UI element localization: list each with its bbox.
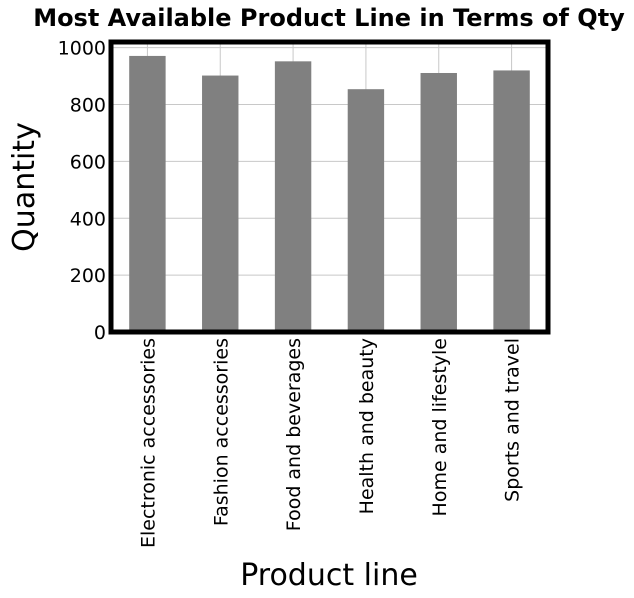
- bar: [347, 89, 385, 332]
- y-tick-label: 0: [94, 322, 106, 344]
- plot-frame: [108, 39, 551, 335]
- bar: [129, 55, 166, 333]
- x-tick-label: Fashion accessories: [210, 338, 232, 526]
- y-tick-label: 1000: [58, 38, 106, 60]
- x-axis-label: Product line: [240, 558, 418, 593]
- y-tick-label: 400: [70, 208, 106, 230]
- x-tick-label: Electronic accessories: [137, 338, 159, 548]
- y-tick-label: 800: [70, 95, 106, 117]
- bars: [129, 55, 530, 333]
- x-tick-label: Sports and travel: [502, 338, 524, 502]
- bar: [274, 61, 312, 332]
- bar: [420, 72, 457, 332]
- x-tick-label: Health and beauty: [356, 338, 378, 514]
- x-tick-label: Home and lifestyle: [429, 338, 451, 516]
- bar: [493, 70, 530, 333]
- chart-title: Most Available Product Line in Terms of …: [33, 4, 625, 32]
- bar: [202, 75, 239, 333]
- y-axis-label: Quantity: [7, 122, 42, 252]
- y-tick-label: 600: [70, 151, 106, 173]
- x-tick-label: Food and beverages: [283, 338, 305, 531]
- y-tick-label: 200: [70, 265, 106, 287]
- x-axis-ticks: Electronic accessories Fashion accessorie…: [137, 338, 523, 548]
- gridlines: [111, 42, 548, 333]
- y-axis-ticks: 0 200 400 600 800 1000: [58, 38, 106, 344]
